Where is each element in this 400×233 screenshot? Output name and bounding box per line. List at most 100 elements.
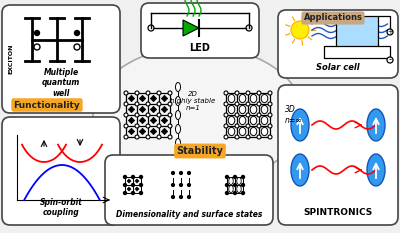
Circle shape xyxy=(246,25,252,31)
Circle shape xyxy=(224,135,228,139)
Polygon shape xyxy=(139,106,146,113)
Circle shape xyxy=(124,91,128,95)
Circle shape xyxy=(135,113,139,117)
Ellipse shape xyxy=(229,185,233,192)
Circle shape xyxy=(188,195,190,199)
Ellipse shape xyxy=(239,105,246,114)
Text: EXCITON: EXCITON xyxy=(8,44,14,74)
Polygon shape xyxy=(127,187,131,191)
Circle shape xyxy=(235,91,239,95)
Text: Dimensionality and surface states: Dimensionality and surface states xyxy=(116,210,262,219)
Text: Applications: Applications xyxy=(304,14,362,23)
Circle shape xyxy=(135,135,139,139)
Circle shape xyxy=(242,175,244,178)
Circle shape xyxy=(226,192,228,195)
Ellipse shape xyxy=(237,178,241,185)
Circle shape xyxy=(257,91,261,95)
Circle shape xyxy=(246,102,250,106)
Circle shape xyxy=(135,91,139,95)
Circle shape xyxy=(246,91,250,95)
Circle shape xyxy=(146,135,150,139)
Circle shape xyxy=(168,91,172,95)
Circle shape xyxy=(124,102,128,106)
Circle shape xyxy=(157,102,161,106)
Text: Multiple
quantum
well: Multiple quantum well xyxy=(42,68,80,98)
Polygon shape xyxy=(161,95,168,102)
Ellipse shape xyxy=(250,105,257,114)
Polygon shape xyxy=(135,187,139,191)
Circle shape xyxy=(224,91,228,95)
Circle shape xyxy=(172,184,174,186)
FancyBboxPatch shape xyxy=(2,5,120,113)
Ellipse shape xyxy=(239,127,246,136)
Circle shape xyxy=(246,113,250,117)
Circle shape xyxy=(188,171,190,174)
Circle shape xyxy=(34,44,40,50)
Ellipse shape xyxy=(291,109,309,141)
Circle shape xyxy=(234,192,236,195)
Circle shape xyxy=(146,124,150,128)
Circle shape xyxy=(234,184,236,186)
Ellipse shape xyxy=(261,116,268,125)
Ellipse shape xyxy=(237,185,241,192)
Polygon shape xyxy=(139,128,146,135)
Ellipse shape xyxy=(250,94,257,103)
Text: LED: LED xyxy=(190,43,210,53)
Circle shape xyxy=(235,102,239,106)
Circle shape xyxy=(180,171,182,174)
Text: SPINTRONICS: SPINTRONICS xyxy=(303,208,373,217)
Circle shape xyxy=(132,184,134,186)
Ellipse shape xyxy=(176,138,180,147)
Circle shape xyxy=(34,31,40,35)
Circle shape xyxy=(140,192,142,195)
Circle shape xyxy=(291,21,309,39)
Ellipse shape xyxy=(228,105,235,114)
Polygon shape xyxy=(183,20,199,36)
Polygon shape xyxy=(127,179,131,183)
Circle shape xyxy=(168,102,172,106)
Ellipse shape xyxy=(291,154,309,186)
Circle shape xyxy=(146,113,150,117)
Ellipse shape xyxy=(228,94,235,103)
Polygon shape xyxy=(161,128,168,135)
Ellipse shape xyxy=(250,127,257,136)
Circle shape xyxy=(157,124,161,128)
Circle shape xyxy=(124,192,126,195)
Circle shape xyxy=(140,184,142,186)
Circle shape xyxy=(268,135,272,139)
Ellipse shape xyxy=(176,110,180,120)
Circle shape xyxy=(257,124,261,128)
Circle shape xyxy=(135,124,139,128)
Ellipse shape xyxy=(239,116,246,125)
Circle shape xyxy=(172,171,174,174)
FancyBboxPatch shape xyxy=(105,155,273,225)
Circle shape xyxy=(124,135,128,139)
Circle shape xyxy=(268,91,272,95)
Circle shape xyxy=(188,184,190,186)
Polygon shape xyxy=(139,95,146,102)
Circle shape xyxy=(257,102,261,106)
Ellipse shape xyxy=(176,96,180,106)
Ellipse shape xyxy=(367,154,385,186)
Circle shape xyxy=(124,113,128,117)
Circle shape xyxy=(168,113,172,117)
FancyBboxPatch shape xyxy=(141,3,259,58)
Ellipse shape xyxy=(228,116,235,125)
Polygon shape xyxy=(128,106,135,113)
Text: -: - xyxy=(388,55,392,65)
Ellipse shape xyxy=(228,127,235,136)
Circle shape xyxy=(226,184,228,186)
Ellipse shape xyxy=(239,94,246,103)
Circle shape xyxy=(246,124,250,128)
Circle shape xyxy=(135,102,139,106)
Circle shape xyxy=(74,31,80,35)
Text: Stability: Stability xyxy=(176,146,224,156)
Circle shape xyxy=(235,124,239,128)
Polygon shape xyxy=(150,128,157,135)
Circle shape xyxy=(224,102,228,106)
Ellipse shape xyxy=(93,46,303,184)
Circle shape xyxy=(124,124,128,128)
Circle shape xyxy=(157,113,161,117)
FancyBboxPatch shape xyxy=(278,10,398,78)
Circle shape xyxy=(132,192,134,195)
